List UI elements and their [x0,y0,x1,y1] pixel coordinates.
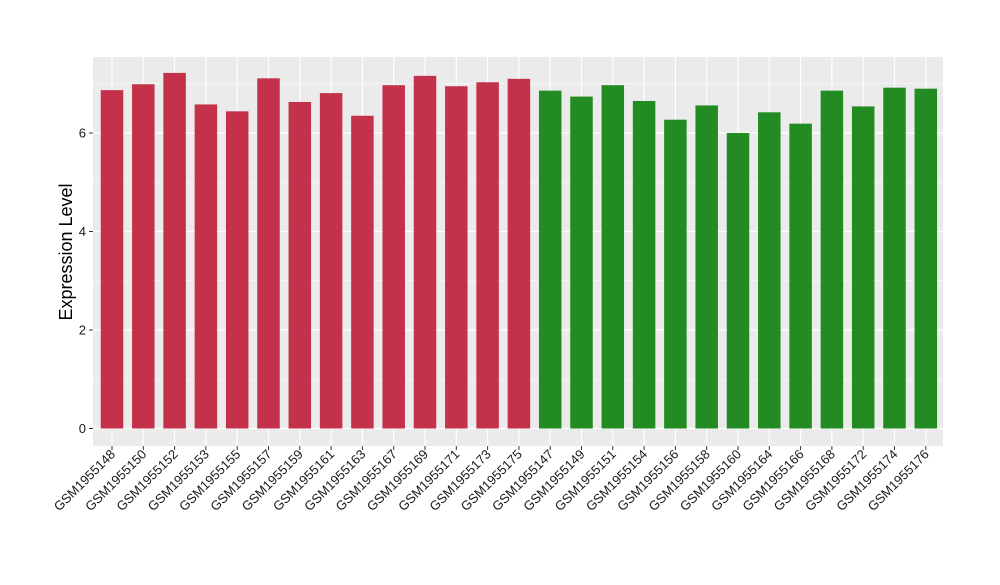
bar-GSM1955157 [257,78,280,429]
bar-GSM1955168 [820,90,844,429]
bar-GSM1955167 [382,85,405,429]
bar-GSM1955166 [789,123,812,429]
bar-GSM1955147 [538,90,562,429]
x-axis: GSM1955148GSM1955150GSM1955152GSM1955153… [51,446,932,514]
bar-GSM1955148 [100,90,124,429]
bar-GSM1955159 [288,101,312,429]
bar-GSM1955151 [601,85,625,429]
bar-GSM1955156 [664,119,687,429]
bar-GSM1955161 [319,93,343,429]
bar-GSM1955172 [851,106,875,429]
bar-GSM1955154 [632,100,656,429]
bar-GSM1955164 [758,112,781,429]
bar-GSM1955173 [476,82,499,429]
bar-GSM1955163 [351,115,374,429]
bar-GSM1955169 [413,75,437,429]
y-tick-label: 2 [79,323,86,338]
y-tick-label: 6 [79,126,86,141]
y-axis-title: Expression Level [56,183,76,320]
y-axis: 0 2 4 6 [79,126,93,436]
bar-GSM1955160 [726,133,750,429]
bar-GSM1955155 [225,111,249,429]
bar-GSM1955176 [914,88,938,429]
bar-GSM1955152 [163,72,186,429]
bars [100,72,938,429]
bar-GSM1955158 [695,105,718,429]
bar-GSM1955153 [194,104,218,429]
bar-GSM1955175 [507,78,531,429]
bar-GSM1955174 [883,87,906,429]
bar-GSM1955150 [132,84,155,429]
y-tick-label: 4 [79,224,86,239]
y-tick-label: 0 [79,421,86,436]
bar-GSM1955171 [445,86,468,429]
bar-GSM1955149 [570,96,593,429]
